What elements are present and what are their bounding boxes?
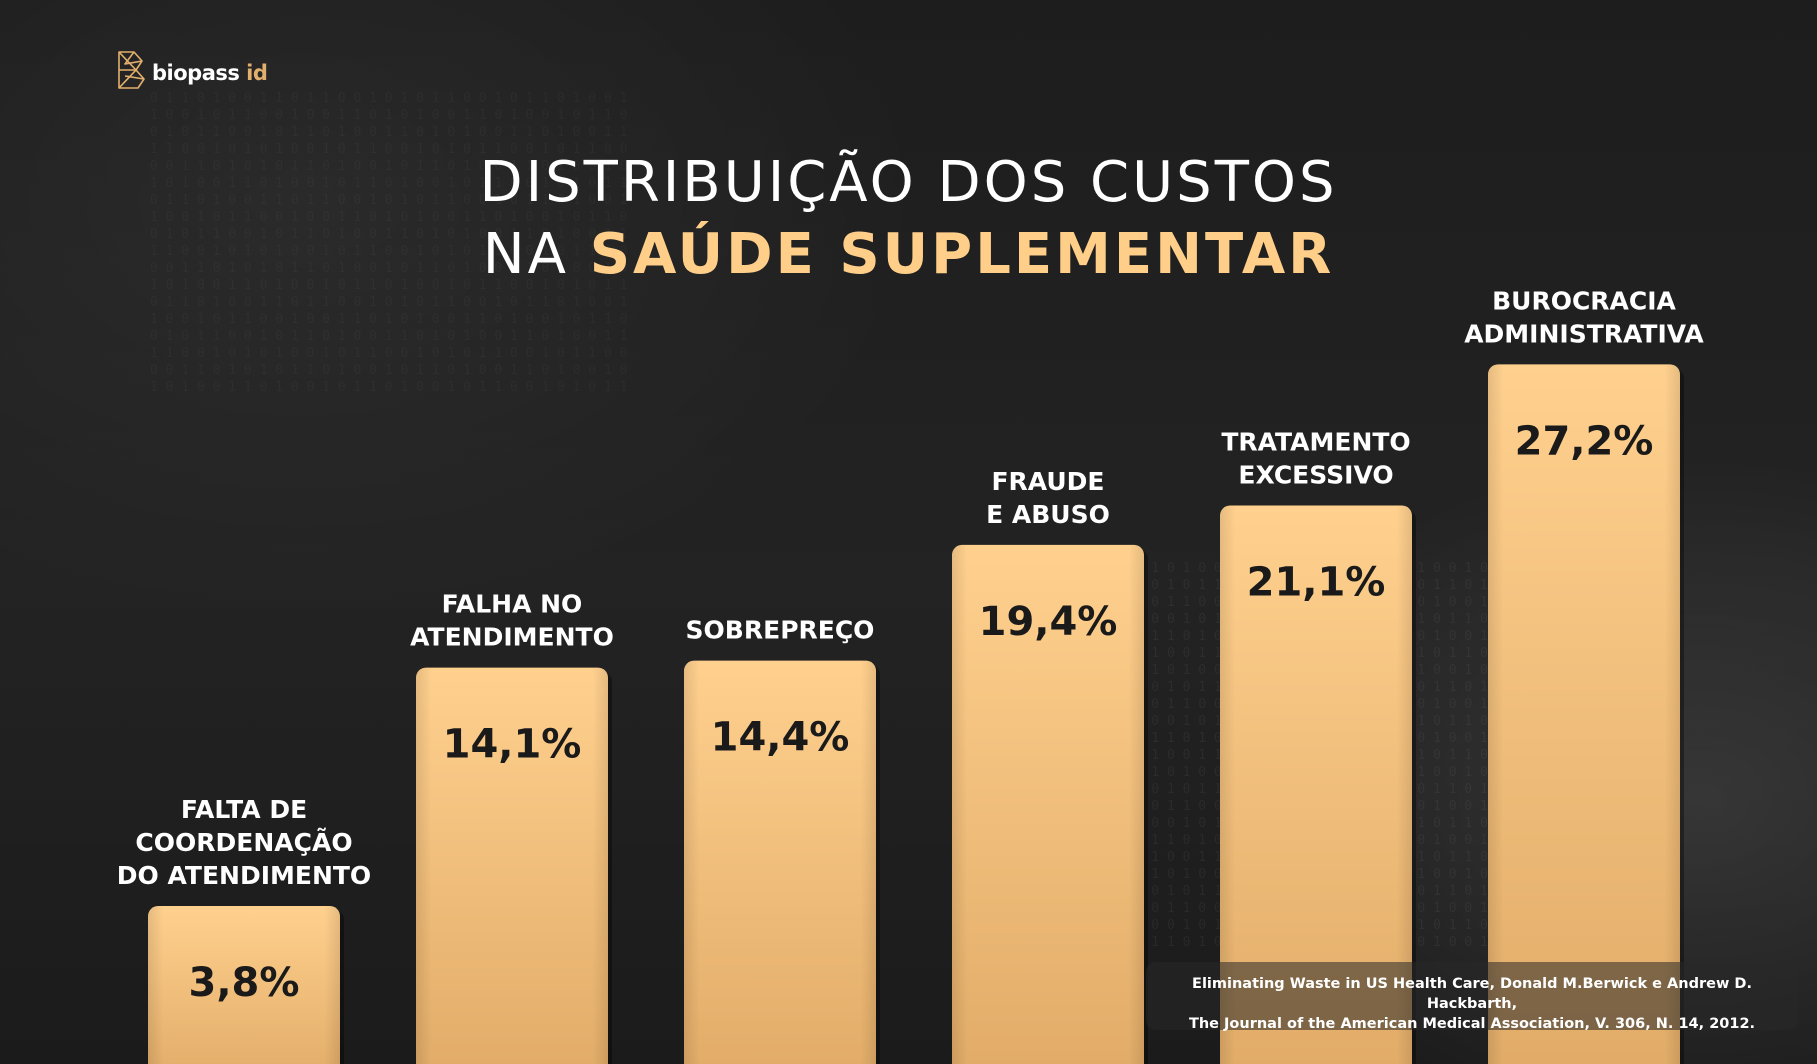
bar-value-label: 14,4% bbox=[711, 715, 850, 761]
bar-edge-shading bbox=[416, 667, 608, 1064]
title-highlight-text: SAÚDE SUPLEMENTAR bbox=[589, 222, 1335, 287]
page-title-line2: NA SAÚDE SUPLEMENTAR bbox=[0, 222, 1817, 287]
bar-edge-shading bbox=[684, 660, 876, 1064]
bar-category-label: DO ATENDIMENTO bbox=[117, 861, 371, 890]
brand-logo: biopass id bbox=[116, 50, 268, 90]
bar-value-label: 3,8% bbox=[189, 960, 300, 1006]
brand-name-main: biopass bbox=[152, 61, 240, 85]
bar-category-label: EXCESSIVO bbox=[1238, 461, 1393, 490]
bar-category-label: ATENDIMENTO bbox=[410, 623, 614, 652]
bar-edge-shading bbox=[1220, 505, 1412, 1064]
bar-category-label: BUROCRACIA bbox=[1492, 286, 1676, 315]
source-citation-line2: The Journal of the American Medical Asso… bbox=[1188, 1016, 1756, 1032]
title-plain-text: NA bbox=[482, 222, 590, 287]
bar-category-label: FRAUDE bbox=[991, 467, 1104, 496]
bar-group-2: 14,4% SOBREPREÇO bbox=[684, 616, 880, 1064]
brand-name-accent: id bbox=[239, 61, 268, 85]
bar-value-label: 27,2% bbox=[1515, 418, 1654, 464]
page-title-line1: DISTRIBUIÇÃO DOS CUSTOS bbox=[479, 150, 1338, 215]
bar-edge-shading bbox=[148, 906, 340, 1064]
bar-category-label: E ABUSO bbox=[986, 500, 1110, 529]
bar-group-0: 3,8% FALTA DE COORDENAÇÃO DO ATENDIMENTO bbox=[117, 795, 371, 1064]
bar-category-label: TRATAMENTO bbox=[1221, 428, 1410, 457]
source-citation: Eliminating Waste in US Health Care, Don… bbox=[1146, 962, 1798, 1032]
geometric-b-icon bbox=[118, 51, 145, 89]
bar-category-label: COORDENAÇÃO bbox=[135, 828, 352, 857]
bar-category-label: SOBREPREÇO bbox=[686, 616, 875, 645]
bar-value-label: 21,1% bbox=[1247, 560, 1386, 606]
bar-group-5: 27,2% BUROCRACIA ADMINISTRATIVA bbox=[1464, 286, 1704, 1064]
bar-category-label: ADMINISTRATIVA bbox=[1464, 319, 1704, 348]
bar-edge-shading bbox=[1488, 364, 1680, 1064]
bar-group-1: 14,1% FALHA NO ATENDIMENTO bbox=[410, 590, 614, 1064]
brand-name: biopass id bbox=[152, 61, 268, 85]
bar-group-4: 21,1% TRATAMENTO EXCESSIVO bbox=[1220, 428, 1416, 1064]
bar-edge-shading bbox=[952, 544, 1144, 1064]
bar-category-label: FALHA NO bbox=[442, 590, 583, 619]
bar-value-label: 19,4% bbox=[979, 599, 1118, 645]
bar-value-label: 14,1% bbox=[443, 722, 582, 768]
bar-category-label: FALTA DE bbox=[181, 795, 307, 824]
bar-group-3: 19,4% FRAUDE E ABUSO bbox=[952, 467, 1148, 1064]
source-citation-line1: Eliminating Waste in US Health Care, Don… bbox=[1192, 976, 1752, 1012]
